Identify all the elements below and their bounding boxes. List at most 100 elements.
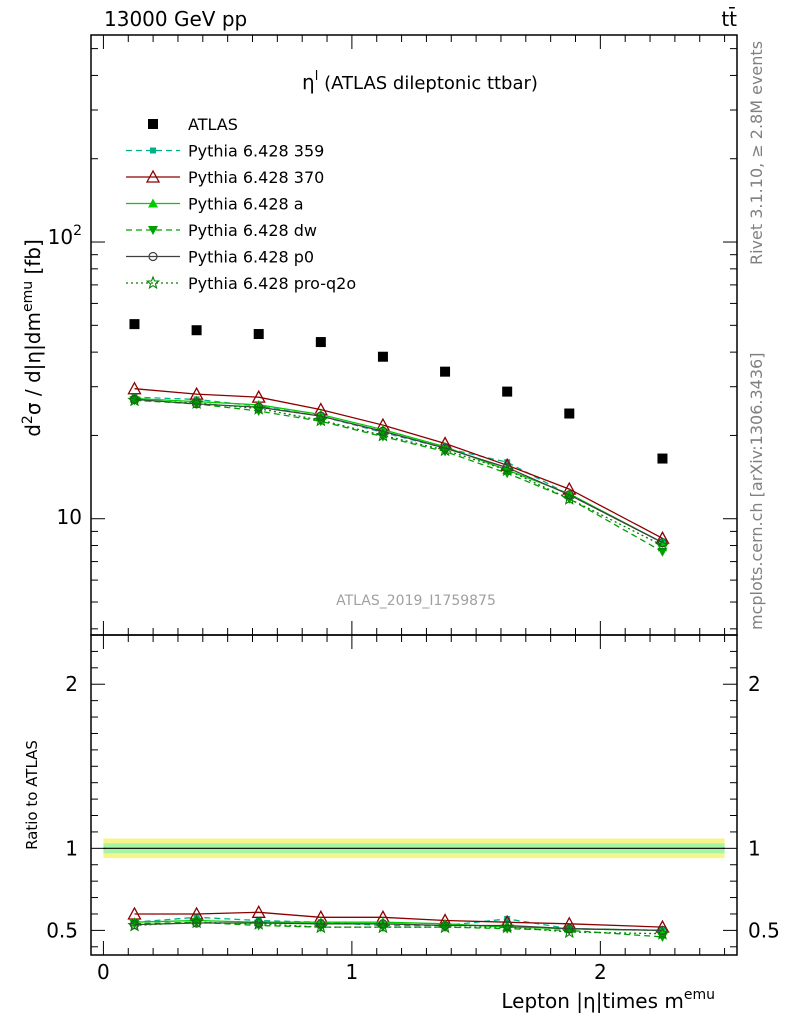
main-point [504,459,511,466]
main-point [313,412,328,427]
main-point [655,538,670,552]
ratio-axis-ticks [91,634,737,955]
legend-marker [148,251,158,262]
ratio-ytick-label-right: 2 [748,672,761,696]
legend-entry: Pythia 6.428 370 [126,168,324,187]
legend-entry: Pythia 6.428 359 [126,142,324,161]
main-point [189,395,204,409]
ratio-point [504,915,511,922]
main-point [562,491,577,505]
main-point [440,366,451,377]
xtick-label: 2 [594,960,607,984]
legend-marker [148,226,158,235]
main-point [564,490,574,500]
legend-entry: ATLAS [148,115,238,134]
main-series-1 [131,394,666,546]
main-point [437,442,453,457]
main-point [316,411,326,421]
main-series-6 [127,392,670,552]
ratio-point [189,914,204,929]
main-point [502,386,513,397]
ratio-point [127,917,142,932]
ratio-point [500,919,515,934]
xlabel: Lepton |η|times memu [501,987,715,1013]
ratio-ytick-label-left: 1 [65,836,78,860]
ratio-point [655,926,670,940]
legend-marker [145,169,161,183]
legend-label: Pythia 6.428 359 [188,142,324,161]
header-process: 13000 GeV pp [104,7,247,31]
ratio-ylabel: Ratio to ATLAS [23,740,41,850]
legend-label: Pythia 6.428 pro-q2o [188,274,356,293]
main-series-line [134,388,663,539]
main-ytick-label-10: 10 [57,505,82,529]
main-point [377,351,388,362]
analysis-watermark: ATLAS_2019_I1759875 [336,593,496,609]
rivet-version-label: Rivet 3.1.10, ≥ 2.8M events [747,41,766,265]
mcplots-credit-label: mcplots.cern.ch [arXiv:1306.3436] [747,353,766,630]
ratio-point [437,919,453,934]
ratio-point [129,919,140,929]
legend-label: Pythia 6.428 a [188,195,304,214]
ratio-series-group [127,904,670,942]
main-point [251,401,266,415]
legend-entry: Pythia 6.428 a [126,195,304,214]
main-ytick-label-100: 102 [48,223,82,249]
main-series-2 [127,381,670,544]
main-point [191,325,202,336]
main-point [500,462,515,477]
ratio-ytick-labels: 0.5 0.5 1 1 2 2 [46,672,780,942]
ratio-ytick-label-left: 0.5 [46,918,78,942]
ratio-point [251,916,266,930]
legend: ATLAS Pythia 6.428 359 Pythia 6.428 370 Pyt… [126,115,356,293]
ratio-ytick-label-left: 2 [65,672,78,696]
ratio-point [375,919,391,934]
main-point [375,427,391,442]
legend-label: ATLAS [188,115,238,134]
main-point [253,329,264,340]
xtick-labels: 0 1 2 [97,960,607,984]
main-point [315,337,326,348]
main-series-4 [129,396,668,557]
main-series-3 [129,393,668,547]
main-series-5 [129,394,668,548]
main-point [129,319,140,330]
ratio-series-line [134,922,663,932]
main-ylabel: d2σ / d|η|dmemu [fb] [20,239,45,437]
ratio-series-1 [127,904,670,933]
legend-marker [150,147,156,154]
legend-marker [148,119,158,129]
legend-label: Pythia 6.428 dw [188,221,317,240]
ratio-series-line [134,916,663,932]
main-series-line [134,396,663,544]
main-series-group [127,319,670,557]
main-series-line [134,399,663,547]
main-series-line [134,399,663,553]
ratio-series-3 [129,918,668,942]
main-point [564,408,575,419]
ratio-uncertainty-band [103,838,725,859]
legend-label: Pythia 6.428 370 [188,168,324,187]
plot-title: ηl (ATLAS dileptonic ttbar) [302,69,538,94]
main-axis-ticks [91,35,737,635]
main-series-line [134,398,663,544]
legend-entry: Pythia 6.428 pro-q2o [126,274,356,293]
main-point [127,381,142,395]
main-series-line [134,397,663,544]
legend-entry: Pythia 6.428 dw [126,221,317,240]
legend-marker [148,198,158,208]
ratio-point [191,918,202,928]
main-series-0 [129,319,668,464]
header-final-state: tt̄ [721,6,737,31]
ratio-ytick-label-right: 1 [748,836,761,860]
ratio-series-5 [127,914,670,940]
legend-label: Pythia 6.428 p0 [188,248,314,267]
main-point [657,453,668,464]
ratio-point [313,919,328,934]
xtick-label: 0 [97,960,110,984]
ratio-ytick-label-right: 0.5 [748,918,780,942]
ratio-point [562,924,577,939]
ratio-plot-frame [90,634,738,956]
main-point [127,392,142,407]
